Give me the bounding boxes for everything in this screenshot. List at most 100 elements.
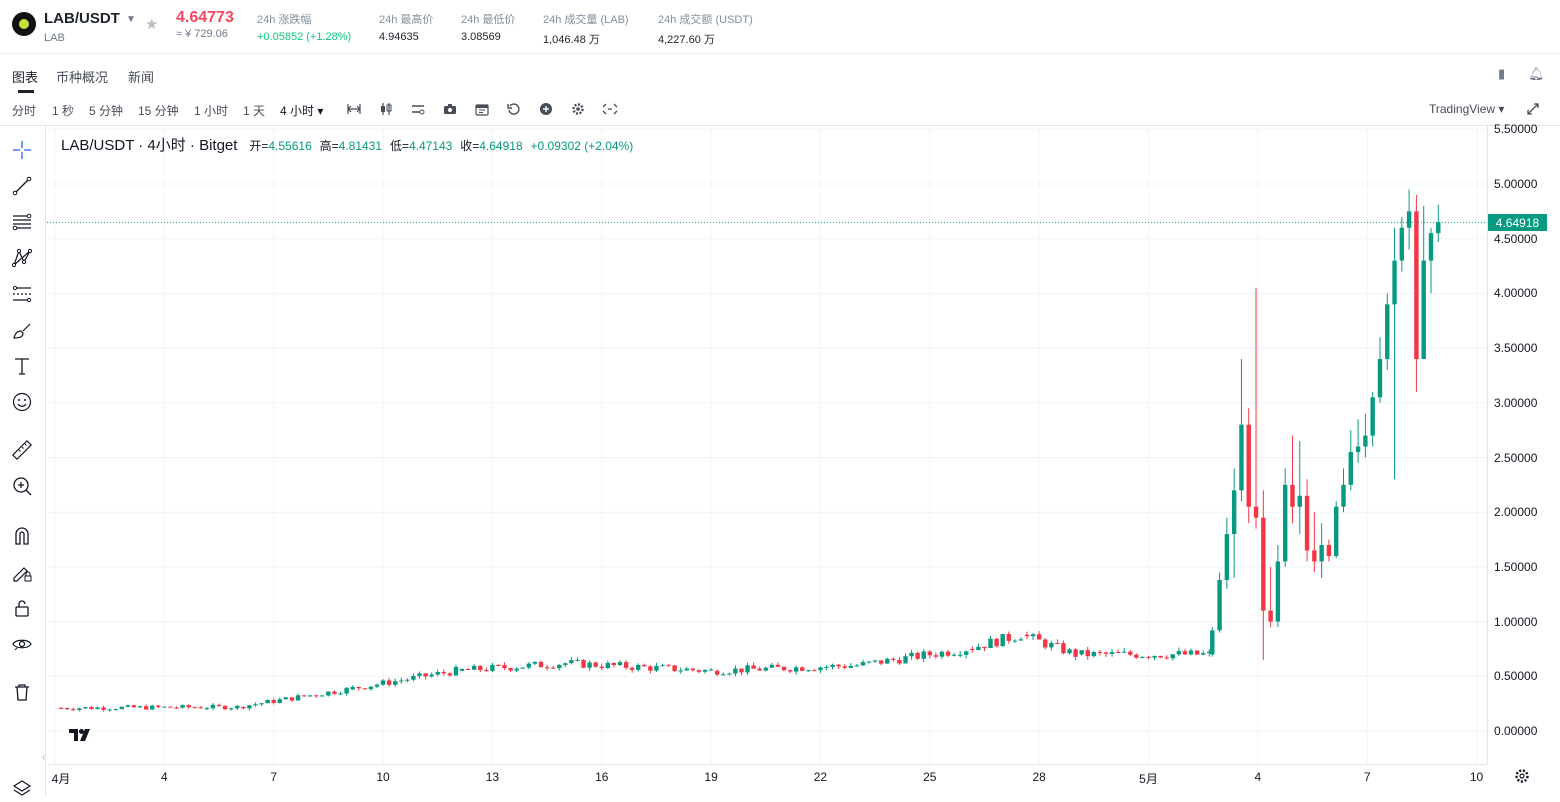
candle-down — [1414, 211, 1419, 360]
scroll-left-icon[interactable]: ‹ — [42, 752, 46, 763]
price-tick: 5.50000 — [1494, 122, 1538, 137]
candle-up — [848, 665, 854, 668]
alert-bell-icon[interactable]: 🔔︎ — [1528, 66, 1545, 81]
settings-icon[interactable] — [569, 100, 587, 118]
candle-up — [520, 667, 525, 669]
brush-icon[interactable] — [8, 316, 36, 344]
timeframe-4h[interactable]: 4 小时 ▾ — [280, 104, 324, 118]
zoom-in-icon[interactable] — [8, 472, 36, 500]
candle-up — [435, 671, 440, 675]
timeframe-5m[interactable]: 5 分钟 — [89, 104, 124, 118]
lock-drawing-icon[interactable] — [8, 558, 36, 586]
candle-up — [247, 705, 252, 709]
candle-down — [672, 665, 677, 672]
candle-up — [429, 674, 434, 677]
candle-up — [417, 673, 422, 676]
pattern-icon[interactable] — [8, 244, 36, 272]
candle-up — [1275, 561, 1281, 622]
candle-up — [265, 699, 270, 704]
lock-icon[interactable] — [8, 594, 36, 622]
favorite-star-icon[interactable]: ★ — [145, 16, 159, 33]
add-icon[interactable] — [537, 100, 555, 118]
candle-down — [927, 651, 932, 656]
candle-down — [332, 691, 337, 694]
candle-up — [1067, 649, 1072, 654]
text-icon[interactable] — [8, 352, 36, 380]
timeframe-line[interactable]: 分时 — [12, 104, 37, 118]
tab-chart[interactable]: 图表 — [12, 70, 39, 85]
candle-down — [1146, 656, 1151, 658]
candle-up — [1122, 651, 1127, 653]
candle-down — [994, 638, 999, 647]
timeframe-1s[interactable]: 1 秒 — [52, 104, 75, 118]
magnet-icon[interactable] — [8, 522, 36, 550]
chart-canvas[interactable] — [47, 126, 1487, 764]
candle-up — [77, 708, 82, 710]
tab-coin-overview[interactable]: 币种概况 — [56, 70, 109, 85]
drawing-toolbar — [0, 126, 46, 797]
candle-up — [1000, 634, 1005, 647]
candle-down — [362, 688, 368, 690]
candle-up — [125, 705, 131, 707]
eye-icon[interactable] — [8, 630, 36, 658]
candle-up — [557, 664, 562, 669]
stat-value: +0.05852 (+1.28%) — [257, 31, 352, 43]
fullscreen-icon[interactable] — [601, 100, 619, 118]
candle-down — [289, 697, 295, 701]
candle-up — [654, 665, 659, 671]
ruler-icon[interactable] — [8, 436, 36, 464]
document-icon[interactable]: ▮ — [1498, 66, 1506, 81]
compare-icon[interactable] — [409, 100, 427, 118]
candle-up — [1355, 446, 1361, 453]
replay-icon[interactable] — [505, 100, 523, 118]
candle-up — [393, 681, 398, 685]
tradingview-logo[interactable] — [64, 724, 98, 746]
fib-lines-icon[interactable] — [8, 208, 36, 236]
chart-settings-icon[interactable] — [1514, 768, 1530, 787]
tradingview-selector[interactable]: TradingView ▾ — [1429, 102, 1505, 116]
screenshot-icon[interactable] — [441, 100, 459, 118]
time-tick: 5月 — [1139, 772, 1158, 786]
tab-news[interactable]: 新闻 — [128, 70, 155, 85]
candle-up — [1436, 222, 1441, 234]
candle-up — [575, 659, 580, 661]
candlestick-chart[interactable] — [47, 126, 1487, 764]
candle-up — [1091, 651, 1097, 657]
candle-down — [143, 706, 149, 710]
layers-icon[interactable] — [8, 774, 36, 802]
candle-down — [1182, 651, 1188, 655]
candle-down — [982, 646, 987, 649]
time-tick: 4 — [1254, 770, 1262, 784]
stat-label: 24h 最高价 — [379, 14, 434, 26]
candle-up — [1421, 260, 1426, 360]
candle-up — [860, 662, 866, 666]
candle-up — [95, 707, 100, 710]
indicators-icon[interactable] — [345, 100, 363, 118]
candle-down — [131, 705, 137, 708]
time-axis[interactable] — [47, 764, 1487, 797]
crosshair-icon[interactable] — [8, 136, 36, 164]
candle-up — [684, 668, 689, 671]
candle-up — [113, 709, 118, 711]
forecast-icon[interactable] — [8, 280, 36, 308]
candle-up — [1079, 650, 1084, 655]
timeframe-1d[interactable]: 1 天 — [243, 104, 266, 118]
candle-down — [1103, 652, 1109, 654]
pair-selector[interactable]: LAB/USDT — [44, 10, 120, 27]
trendline-icon[interactable] — [8, 172, 36, 200]
trash-icon[interactable] — [8, 678, 36, 706]
timeframe-1h[interactable]: 1 小时 — [194, 104, 229, 118]
chevron-down-icon[interactable]: ▼ — [126, 14, 136, 25]
timeframe-15m[interactable]: 15 分钟 — [138, 104, 179, 118]
emoji-icon[interactable] — [8, 388, 36, 416]
stat-label: 24h 涨跌幅 — [257, 14, 312, 26]
last-price: 4.64773 — [176, 9, 234, 26]
expand-icon[interactable] — [1524, 100, 1542, 118]
calendar-icon[interactable] — [473, 100, 491, 118]
candle-down — [629, 667, 635, 670]
price-axis[interactable] — [1487, 126, 1560, 764]
candle-type-icon[interactable] — [377, 100, 395, 118]
candle-up — [1030, 634, 1036, 637]
candle-down — [1128, 651, 1133, 655]
candle-up — [909, 652, 914, 657]
